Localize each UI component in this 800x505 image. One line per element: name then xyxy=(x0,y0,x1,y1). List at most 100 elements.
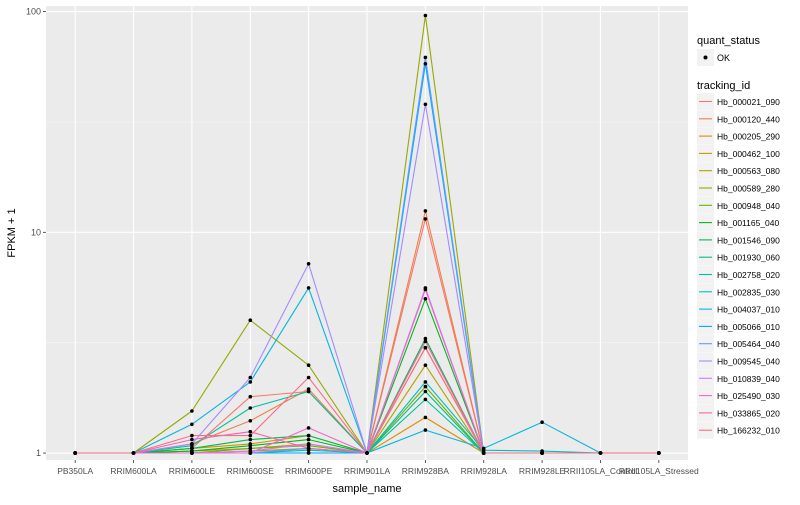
data-point xyxy=(306,426,311,430)
data-point xyxy=(598,451,603,455)
legend-tracking-id-label: Hb_000120_440 xyxy=(717,114,780,124)
data-point xyxy=(481,446,486,451)
data-point xyxy=(423,287,428,292)
y-tick-label: 100 xyxy=(26,7,41,17)
x-tick-label: RRIM928BA xyxy=(402,466,450,476)
data-point xyxy=(248,451,253,455)
data-point xyxy=(423,336,428,341)
data-point xyxy=(657,451,661,455)
legend-tracking-id-label: Hb_000589_280 xyxy=(717,184,780,194)
data-point xyxy=(306,375,311,380)
y-tick-label: 10 xyxy=(31,227,41,237)
data-point xyxy=(365,451,369,455)
legend-tracking-id-label: Hb_009545_040 xyxy=(717,357,780,367)
legend-tracking-id-label: Hb_010839_040 xyxy=(717,374,780,384)
legend-tracking-id-label: Hb_001930_060 xyxy=(717,253,780,263)
data-point xyxy=(423,428,428,432)
legend-tracking-id-label: Hb_005464_040 xyxy=(717,339,780,349)
data-point xyxy=(248,318,253,323)
data-point xyxy=(73,451,77,455)
data-point xyxy=(248,406,253,410)
x-tick-label: RRIM928LE xyxy=(519,466,566,476)
x-tick-label: RRIM600LE xyxy=(169,466,216,476)
legend-tracking-id-label: Hb_000462_100 xyxy=(717,149,780,159)
x-tick-label: RRII105LA_Stressed xyxy=(619,466,699,476)
data-point xyxy=(248,394,253,399)
legend-tracking-id-label: Hb_025490_030 xyxy=(717,391,780,401)
data-point xyxy=(423,62,428,66)
legend-tracking-id-label: Hb_002835_030 xyxy=(717,287,780,297)
x-tick-label: RRII105LA_Control xyxy=(564,466,638,476)
legend-quant-status: quant_status OK xyxy=(697,35,760,66)
x-tick-label: RRIM600PE xyxy=(285,466,333,476)
data-point xyxy=(306,286,311,290)
data-point xyxy=(423,217,428,221)
data-point xyxy=(423,397,428,402)
data-point xyxy=(248,375,253,380)
data-point xyxy=(423,380,428,384)
y-axis-title: FPKM + 1 xyxy=(6,208,18,257)
data-point xyxy=(423,415,428,420)
data-point xyxy=(306,451,311,455)
legend-tracking-id-label: Hb_001546_090 xyxy=(717,235,780,245)
data-point xyxy=(423,389,428,394)
data-point xyxy=(190,446,194,451)
data-point xyxy=(306,442,311,446)
data-point xyxy=(248,429,253,434)
legend-tracking-id-label: Hb_000021_090 xyxy=(717,97,780,107)
legend-tracking-id: tracking_id Hb_000021_090 Hb_000120_440 Hb… xyxy=(697,80,780,439)
data-point xyxy=(248,433,253,438)
data-point xyxy=(248,419,253,423)
data-point xyxy=(423,102,428,107)
data-point xyxy=(540,420,544,425)
data-point xyxy=(540,451,544,455)
data-point xyxy=(306,389,311,394)
data-point xyxy=(423,13,428,18)
points-layer xyxy=(73,13,661,455)
data-point xyxy=(190,437,194,442)
data-point xyxy=(190,409,194,413)
data-point xyxy=(423,384,428,389)
data-point xyxy=(423,339,428,344)
y-axis: 1 10 100 xyxy=(26,7,46,458)
x-tick-label: RRIM928LA xyxy=(461,466,508,476)
legend-tracking-id-label: Hb_000948_040 xyxy=(717,201,780,211)
legend-tracking-id-label: Hb_004037_010 xyxy=(717,305,780,315)
data-point xyxy=(423,297,428,301)
x-tick-label: PB350LA xyxy=(57,466,93,476)
data-point xyxy=(248,446,253,451)
data-point xyxy=(248,443,253,448)
legend-tracking-id-label: Hb_002758_020 xyxy=(717,270,780,280)
data-point xyxy=(248,437,253,442)
x-tick-label: RRIM600SE xyxy=(227,466,275,476)
data-point xyxy=(306,387,311,391)
x-tick-label: RRIM901LA xyxy=(344,466,391,476)
x-axis-title: sample_name xyxy=(332,483,401,495)
data-point xyxy=(423,345,428,350)
data-point xyxy=(131,451,136,455)
data-point xyxy=(306,363,311,368)
legend-tracking-id-title: tracking_id xyxy=(697,80,750,92)
data-point xyxy=(481,451,486,455)
data-point xyxy=(306,437,311,442)
data-point xyxy=(423,55,428,60)
x-tick-label: RRIM600LA xyxy=(110,466,157,476)
data-point xyxy=(190,451,194,455)
data-point xyxy=(190,422,194,427)
data-point xyxy=(423,209,428,213)
legend-tracking-id-label: Hb_166232_010 xyxy=(717,426,780,436)
x-axis: PB350LA RRIM600LA RRIM600LE RRIM600SE RRIM60… xyxy=(57,460,699,476)
y-tick-label: 1 xyxy=(36,448,41,458)
legend-tracking-id-label: Hb_000205_290 xyxy=(717,132,780,142)
legend-quant-status-point xyxy=(703,55,708,60)
data-point xyxy=(190,433,194,438)
legend-quant-status-label: OK xyxy=(717,53,730,63)
data-point xyxy=(248,380,253,384)
legend-tracking-id-label: Hb_001165_040 xyxy=(717,218,780,228)
data-point xyxy=(306,446,311,451)
data-point xyxy=(423,363,428,368)
data-point xyxy=(306,433,311,438)
legend-tracking-id-label: Hb_000563_080 xyxy=(717,166,780,176)
